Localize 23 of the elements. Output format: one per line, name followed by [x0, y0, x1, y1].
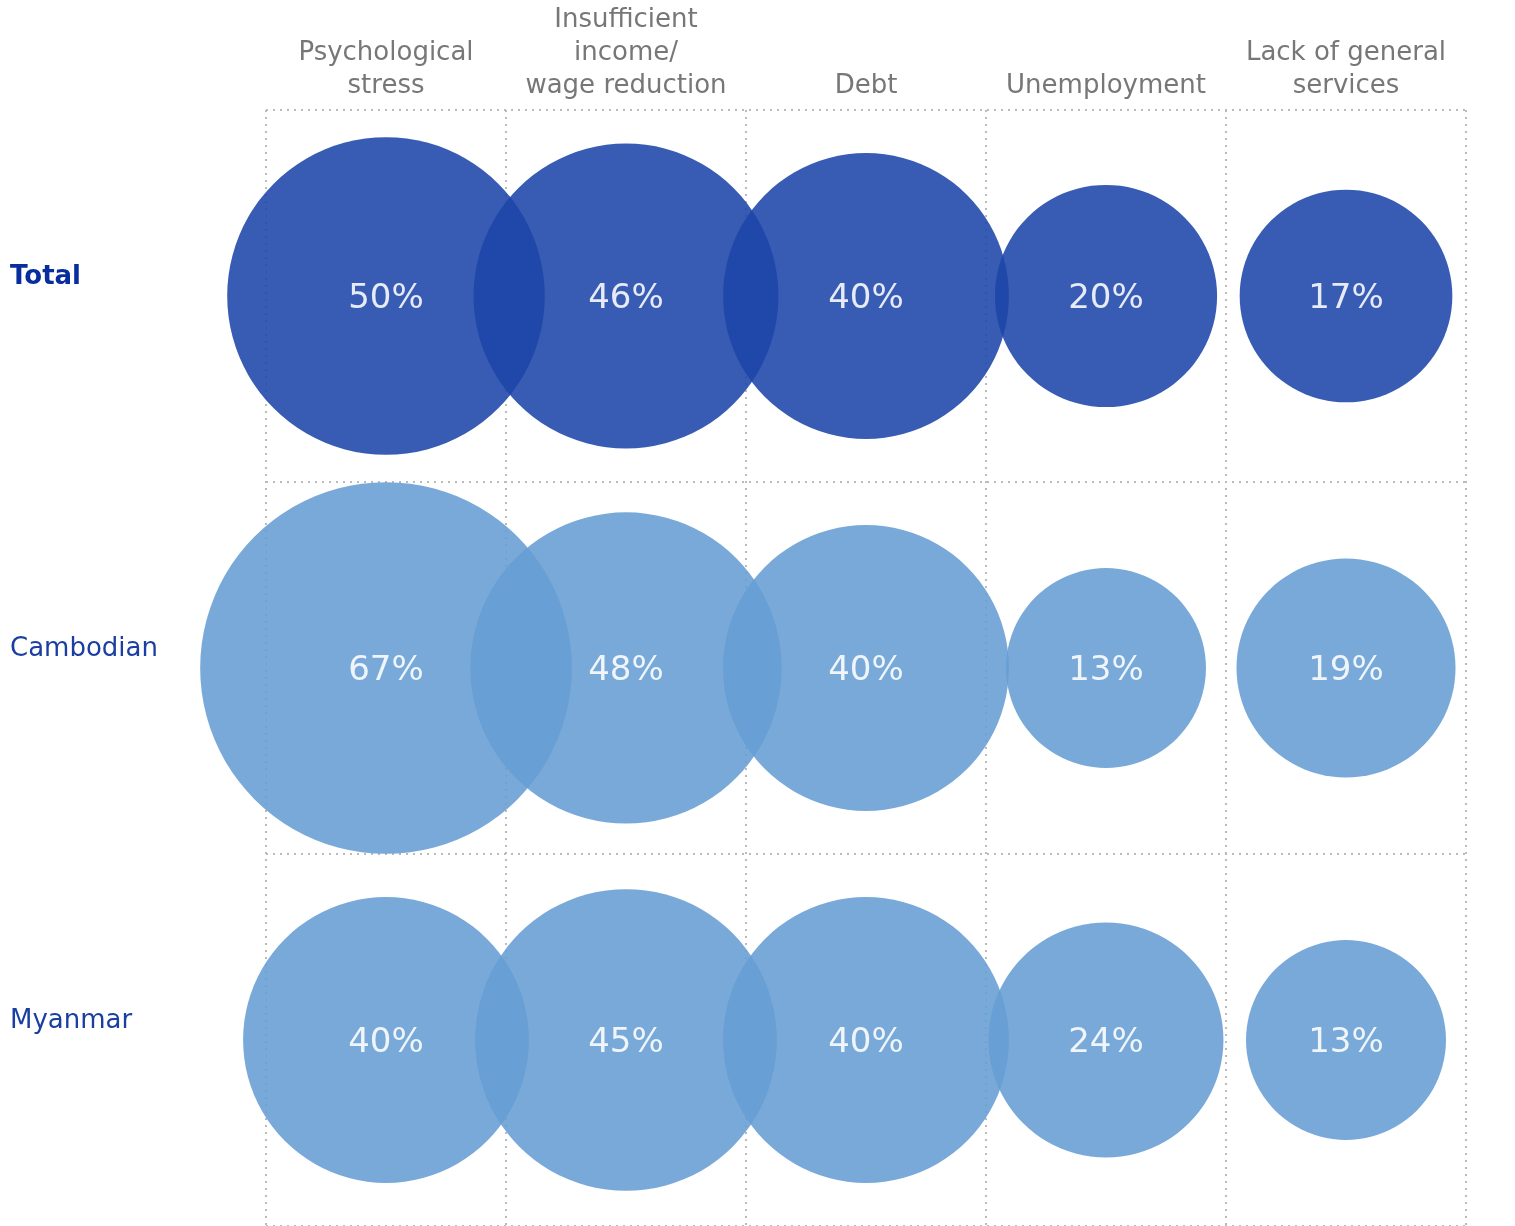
- data-label: 13%: [1068, 648, 1144, 688]
- data-label: 50%: [348, 276, 424, 316]
- category-label: Lack of general services: [1245, 35, 1447, 99]
- data-label: 40%: [828, 1020, 904, 1060]
- data-label: 46%: [588, 276, 664, 316]
- data-label: 40%: [828, 276, 904, 316]
- data-label: 67%: [348, 648, 424, 688]
- data-label: 13%: [1308, 1020, 1384, 1060]
- data-label: 17%: [1308, 276, 1384, 316]
- category-label: Total: [10, 260, 82, 290]
- data-label: 45%: [588, 1020, 664, 1060]
- data-label: 48%: [588, 648, 664, 688]
- category-label: Unemployment: [1006, 68, 1206, 99]
- data-label: 40%: [348, 1020, 424, 1060]
- category-label: Insufficient income/ wage reduction: [525, 2, 727, 99]
- data-label: 40%: [828, 648, 904, 688]
- category-label: Cambodian: [10, 632, 158, 662]
- data-label: 24%: [1068, 1020, 1144, 1060]
- data-label: 20%: [1068, 276, 1144, 316]
- category-label: Debt: [834, 68, 898, 99]
- category-label: Myanmar: [10, 1004, 133, 1034]
- data-label: 19%: [1308, 648, 1384, 688]
- category-label: Psychological stress: [298, 35, 474, 99]
